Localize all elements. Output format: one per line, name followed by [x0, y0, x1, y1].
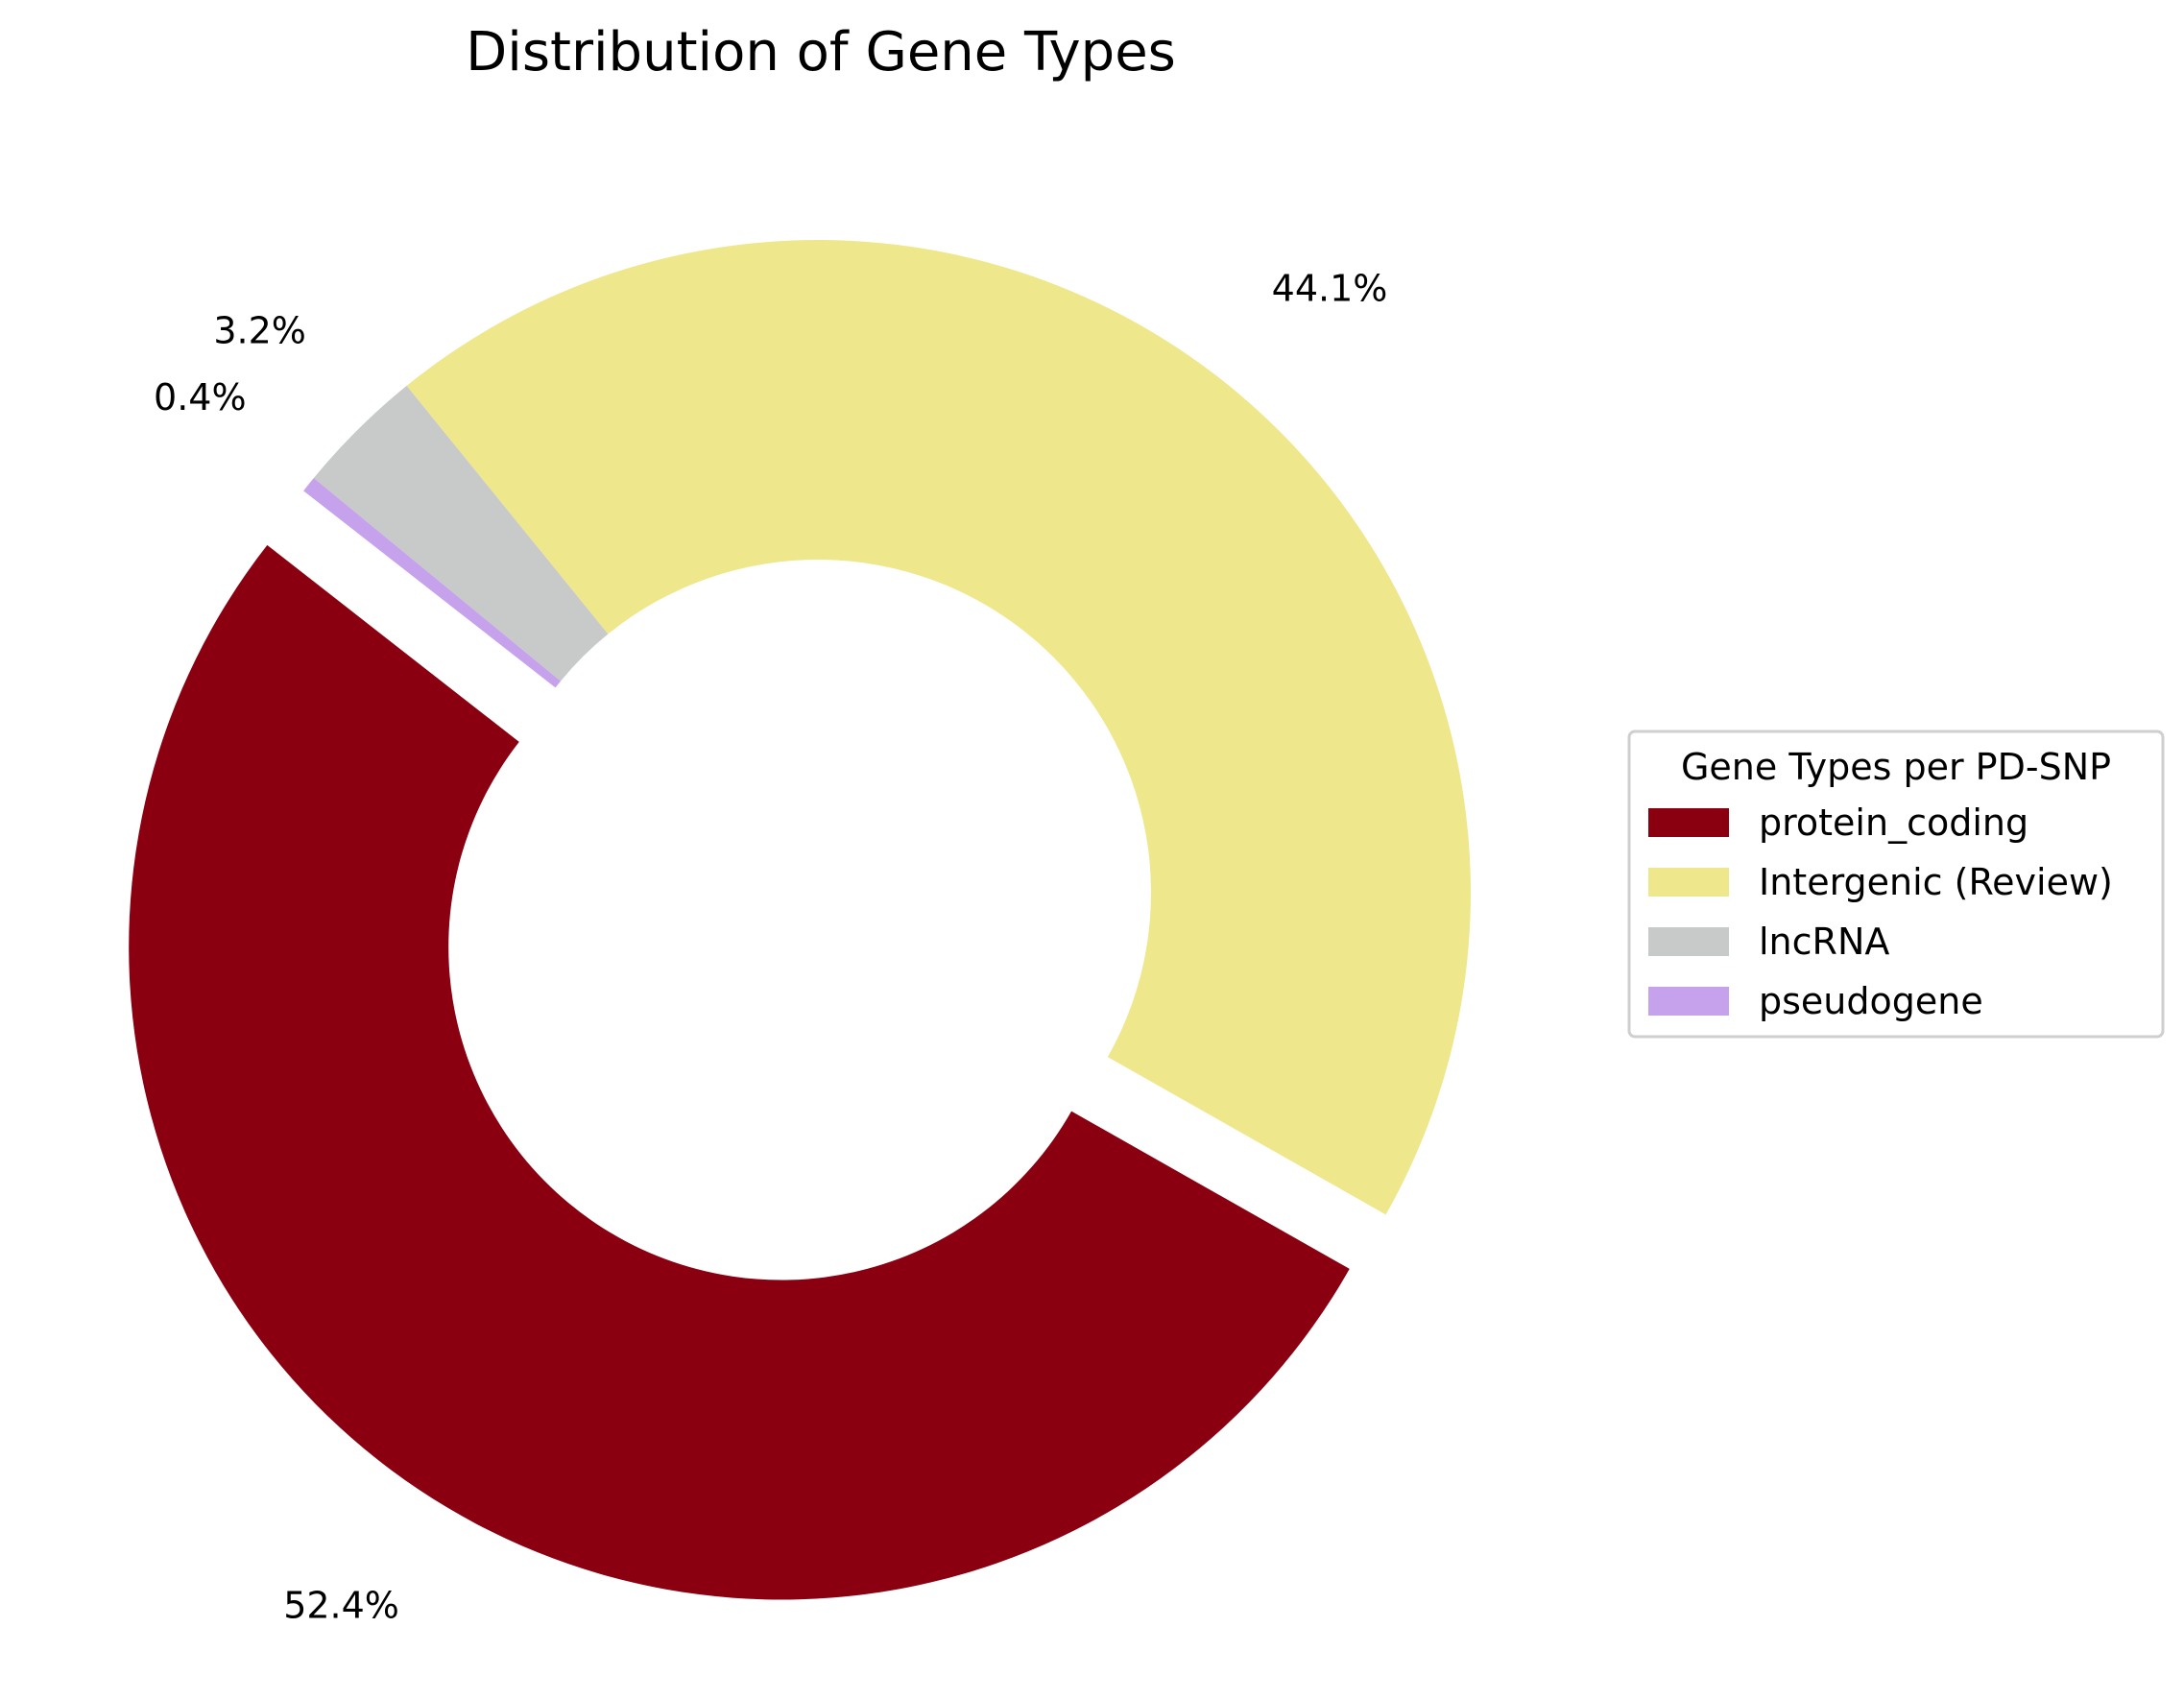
legend-swatch	[1648, 987, 1729, 1016]
legend-label: Intergenic (Review)	[1759, 861, 2113, 903]
legend-title: Gene Types per PD-SNP	[1681, 746, 2111, 788]
pie-slice-pseudogene	[303, 478, 562, 688]
percentage-labels: 52.4% 44.1% 3.2% 0.4%	[154, 267, 1387, 1626]
legend-swatch	[1648, 927, 1729, 956]
legend-label: lncRNA	[1759, 921, 1889, 963]
legend-swatch	[1648, 808, 1729, 837]
legend: Gene Types per PD-SNP protein_coding Inte…	[1627, 730, 2165, 1039]
pie-slices	[129, 239, 1471, 1600]
legend-swatch	[1648, 868, 1729, 897]
legend-label: pseudogene	[1759, 980, 1983, 1022]
pct-label: 3.2%	[213, 310, 306, 352]
pct-label: 44.1%	[1272, 267, 1388, 309]
pie-slice-lncrna	[313, 385, 609, 682]
pie-slice-intergenic-review	[406, 239, 1471, 1215]
chart-title: Distribution of Gene Types	[466, 21, 1176, 84]
pct-label: 52.4%	[283, 1584, 399, 1626]
pct-label: 0.4%	[154, 376, 247, 419]
pie-slice-protein-coding	[129, 544, 1350, 1600]
legend-items: protein_coding Intergenic (Review) lncRNA p…	[1648, 802, 2113, 1022]
legend-frame	[1627, 730, 2165, 1039]
legend-label: protein_coding	[1759, 802, 2028, 844]
